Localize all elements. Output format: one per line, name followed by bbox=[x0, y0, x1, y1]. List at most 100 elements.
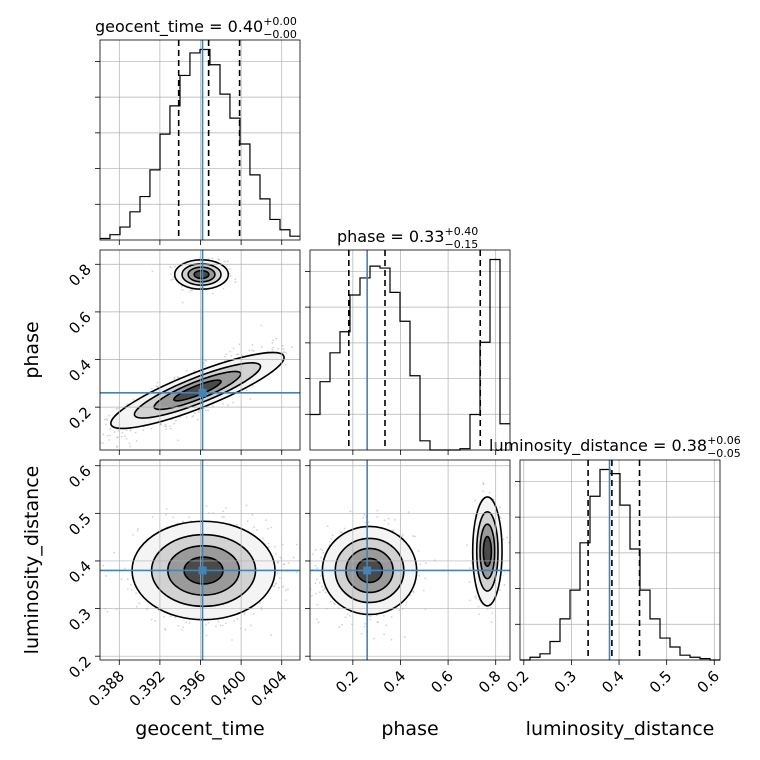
sample-point bbox=[165, 508, 168, 510]
sample-point bbox=[237, 353, 239, 356]
sample-point bbox=[271, 348, 274, 351]
y-tick-label: 0.4 bbox=[65, 356, 95, 386]
sample-point bbox=[150, 387, 153, 390]
sample-point bbox=[402, 533, 404, 536]
sample-point bbox=[219, 624, 222, 627]
sample-point bbox=[185, 416, 188, 419]
sample-point bbox=[207, 409, 210, 412]
sample-point bbox=[478, 613, 480, 616]
sample-point bbox=[360, 632, 363, 635]
sample-point bbox=[256, 529, 258, 531]
sample-point bbox=[132, 399, 135, 401]
sample-point bbox=[422, 589, 425, 592]
sample-point bbox=[233, 620, 235, 622]
sample-point bbox=[231, 639, 233, 641]
sample-point bbox=[129, 583, 132, 586]
sample-point bbox=[296, 571, 298, 574]
contour-line bbox=[173, 259, 230, 290]
sample-point bbox=[321, 549, 324, 552]
sample-point bbox=[208, 258, 210, 260]
sample-point bbox=[319, 574, 322, 577]
sample-point bbox=[418, 574, 421, 577]
sample-point bbox=[292, 556, 295, 559]
x-axis-label-phase: phase bbox=[381, 718, 438, 740]
sample-point bbox=[341, 623, 343, 626]
truth-marker bbox=[198, 388, 207, 397]
x-axis-label-geocent-time: geocent_time bbox=[135, 718, 264, 740]
sample-point bbox=[229, 350, 232, 353]
sample-point bbox=[173, 422, 175, 425]
sample-point bbox=[218, 259, 221, 261]
sample-point bbox=[116, 435, 119, 438]
sample-point bbox=[276, 561, 279, 564]
sample-point bbox=[94, 437, 96, 439]
sample-point bbox=[319, 548, 322, 551]
sample-point bbox=[151, 516, 154, 518]
sample-point bbox=[169, 615, 172, 618]
x-axis-label-luminosity-distance: luminosity_distance bbox=[526, 718, 715, 740]
gridlines bbox=[352, 250, 497, 450]
sample-point bbox=[267, 542, 270, 545]
sample-point bbox=[229, 274, 232, 277]
sample-point bbox=[323, 588, 326, 590]
panel-frame bbox=[99, 249, 301, 451]
sample-point bbox=[115, 408, 118, 410]
sample-point bbox=[150, 427, 153, 430]
sample-point bbox=[264, 519, 267, 522]
sample-point bbox=[225, 622, 227, 625]
hist-panel-luminosity-distance: 0.2 0.3 0.4 0.5 0.6 bbox=[503, 459, 723, 697]
sample-point bbox=[164, 423, 167, 426]
gridlines bbox=[100, 61, 300, 205]
sample-point bbox=[349, 510, 352, 513]
sample-point bbox=[468, 581, 471, 583]
sample-point bbox=[413, 535, 416, 538]
sample-point bbox=[424, 577, 427, 580]
y-tick-label: 0.8 bbox=[65, 260, 95, 290]
sample-point bbox=[137, 528, 139, 530]
x-tick-label: 0.5 bbox=[646, 667, 676, 697]
sample-point bbox=[123, 567, 126, 570]
sample-point bbox=[129, 429, 132, 432]
sample-point bbox=[285, 589, 287, 592]
sample-point bbox=[192, 414, 195, 417]
sample-point bbox=[287, 588, 289, 591]
sample-point bbox=[282, 585, 285, 588]
sample-point bbox=[226, 260, 229, 263]
y-tick-label: 0.6 bbox=[65, 462, 95, 492]
sample-point bbox=[234, 281, 237, 283]
sample-point bbox=[477, 599, 480, 601]
sample-point bbox=[322, 589, 325, 592]
sample-point bbox=[163, 425, 166, 428]
sample-point bbox=[305, 548, 307, 550]
sample-point bbox=[271, 341, 274, 344]
sample-point bbox=[205, 505, 208, 507]
sample-point bbox=[390, 616, 393, 618]
sample-point bbox=[221, 624, 224, 627]
sample-point bbox=[204, 359, 206, 362]
sample-point bbox=[105, 575, 108, 577]
sample-point bbox=[156, 381, 159, 384]
sample-point bbox=[317, 621, 320, 624]
sample-point bbox=[238, 343, 241, 346]
sample-point bbox=[211, 292, 214, 295]
sample-point bbox=[163, 615, 166, 618]
sample-point bbox=[334, 603, 337, 606]
contour-line bbox=[482, 535, 493, 568]
sample-point bbox=[283, 563, 286, 566]
sample-point bbox=[363, 513, 366, 516]
sample-point bbox=[488, 491, 491, 494]
sample-point bbox=[373, 637, 375, 640]
sample-point bbox=[236, 617, 239, 620]
sample-point bbox=[405, 601, 408, 604]
sample-point bbox=[312, 339, 314, 341]
pair-panel-phase-luminosity-distance: 0.2 0.4 0.6 0.8 bbox=[305, 459, 511, 697]
sample-point bbox=[222, 287, 225, 290]
sample-point bbox=[170, 266, 173, 269]
sample-point bbox=[151, 270, 154, 273]
sample-point bbox=[95, 437, 97, 439]
sample-point bbox=[412, 590, 415, 593]
sample-point bbox=[125, 437, 128, 440]
sample-point bbox=[250, 624, 252, 627]
sample-point bbox=[273, 585, 276, 588]
sample-point bbox=[245, 389, 248, 391]
